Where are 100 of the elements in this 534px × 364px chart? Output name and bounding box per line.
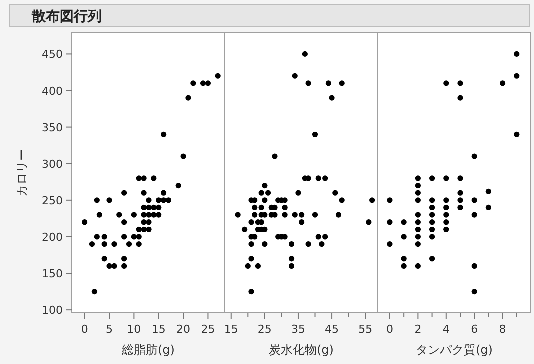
point [458, 190, 464, 196]
point [146, 204, 152, 211]
point [429, 234, 436, 240]
point [429, 220, 436, 226]
point [429, 256, 436, 262]
point [429, 176, 436, 182]
x-axis-title: 炭水化物(g) [269, 343, 334, 357]
x-tick-label: 2 [414, 323, 422, 336]
x-tick-label: 15 [224, 323, 238, 336]
point [136, 176, 142, 182]
x-tick-label: 35 [291, 323, 306, 336]
x-tick-label: 0 [81, 323, 88, 336]
point [166, 198, 172, 204]
point [146, 198, 152, 204]
point [486, 188, 492, 194]
point [122, 220, 128, 226]
point [387, 220, 393, 226]
point [401, 256, 407, 262]
y-tick-label: 250 [42, 194, 63, 208]
point [190, 80, 196, 86]
point [156, 198, 162, 204]
point [415, 234, 421, 240]
point [472, 263, 478, 270]
point [415, 241, 421, 248]
point [106, 198, 112, 204]
point [112, 263, 118, 270]
point [122, 234, 128, 240]
x-tick-label: 25 [258, 323, 272, 336]
point [136, 226, 142, 232]
point [200, 80, 206, 86]
x-tick-label: 45 [325, 323, 340, 336]
y-tick-label: 200 [42, 230, 63, 244]
point [401, 263, 407, 270]
x-tick-label: 0 [386, 323, 394, 336]
x-tick-label: 8 [499, 323, 506, 336]
point [89, 241, 96, 248]
y-tick-label: 150 [42, 268, 63, 281]
point [151, 204, 157, 211]
point [215, 73, 221, 79]
point [136, 241, 142, 248]
point [122, 190, 128, 196]
y-tick-label: 300 [42, 158, 63, 171]
point [444, 198, 450, 204]
point [141, 190, 147, 196]
point [415, 263, 421, 270]
chart-title: 散布図行列 [31, 9, 102, 25]
y-tick-label: 350 [42, 121, 63, 134]
point [156, 212, 162, 218]
point [146, 220, 152, 226]
point [500, 80, 506, 86]
point [102, 256, 108, 262]
point [102, 234, 108, 240]
x-tick-label: 25 [201, 323, 216, 336]
y-tick-label: 450 [42, 48, 63, 62]
x-tick-label: 20 [176, 323, 191, 336]
point [429, 212, 436, 218]
point [415, 212, 421, 218]
point [387, 198, 393, 204]
x-tick-label: 10 [127, 323, 142, 336]
point [141, 204, 147, 211]
point [415, 220, 421, 226]
point [415, 190, 421, 196]
point [156, 204, 162, 211]
point [176, 182, 182, 189]
point [82, 220, 88, 226]
point [161, 132, 167, 138]
point [472, 198, 478, 204]
point [415, 226, 421, 232]
x-axis-title: 総脂肪(g) [121, 343, 175, 357]
point [458, 80, 464, 86]
point [514, 51, 520, 57]
point [444, 212, 450, 218]
point [429, 198, 436, 204]
point [444, 220, 450, 226]
point [141, 176, 147, 182]
point [151, 212, 157, 218]
point [472, 289, 478, 295]
x-tick-label: 15 [152, 323, 166, 336]
point [96, 212, 102, 218]
point [146, 212, 152, 218]
y-tick-label: 100 [42, 304, 63, 318]
point [122, 263, 128, 270]
point [458, 176, 464, 182]
point [415, 182, 421, 189]
point [161, 198, 167, 204]
point [415, 198, 421, 204]
point [387, 241, 393, 248]
y-tick-label: 400 [42, 84, 63, 98]
point [112, 241, 118, 248]
point [141, 220, 147, 226]
point [94, 198, 100, 204]
point [146, 226, 152, 232]
point [401, 234, 407, 240]
point [106, 263, 112, 270]
point [458, 95, 464, 101]
point [401, 220, 407, 226]
point [131, 212, 137, 218]
point [415, 176, 421, 182]
x-tick-label: 55 [358, 323, 373, 336]
point [161, 190, 167, 196]
